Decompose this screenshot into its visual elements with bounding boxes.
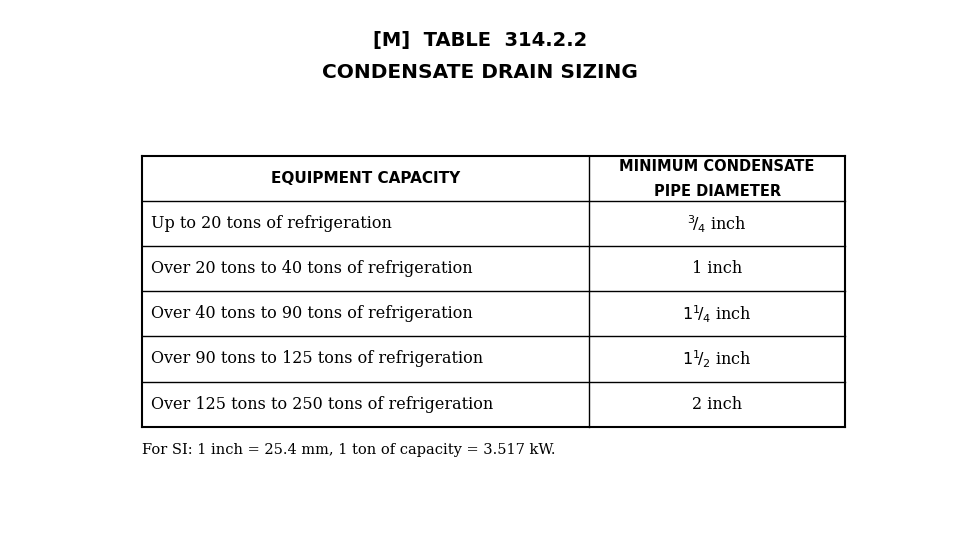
Text: 1 inch: 1 inch (692, 260, 742, 278)
Text: CONDENSATE DRAIN SIZING: CONDENSATE DRAIN SIZING (322, 63, 638, 83)
Text: $^3\!/_4$ inch: $^3\!/_4$ inch (687, 213, 747, 234)
Text: Over 125 tons to 250 tons of refrigeration: Over 125 tons to 250 tons of refrigerati… (152, 395, 493, 413)
Text: Up to 20 tons of refrigeration: Up to 20 tons of refrigeration (152, 215, 392, 232)
Text: Over 40 tons to 90 tons of refrigeration: Over 40 tons to 90 tons of refrigeration (152, 306, 473, 322)
Text: [M]  TABLE  314.2.2: [M] TABLE 314.2.2 (372, 31, 588, 50)
Text: PIPE DIAMETER: PIPE DIAMETER (654, 184, 780, 199)
Text: EQUIPMENT CAPACITY: EQUIPMENT CAPACITY (271, 171, 460, 186)
Text: MINIMUM CONDENSATE: MINIMUM CONDENSATE (619, 159, 815, 174)
Text: Over 20 tons to 40 tons of refrigeration: Over 20 tons to 40 tons of refrigeration (152, 260, 473, 278)
Text: 2 inch: 2 inch (692, 395, 742, 413)
Text: Over 90 tons to 125 tons of refrigeration: Over 90 tons to 125 tons of refrigeratio… (152, 350, 484, 368)
Text: For SI: 1 inch = 25.4 mm, 1 ton of capacity = 3.517 kW.: For SI: 1 inch = 25.4 mm, 1 ton of capac… (142, 443, 556, 457)
Text: $1^1\!/_2$ inch: $1^1\!/_2$ inch (683, 348, 752, 370)
Text: $1^1\!/_4$ inch: $1^1\!/_4$ inch (683, 303, 752, 325)
